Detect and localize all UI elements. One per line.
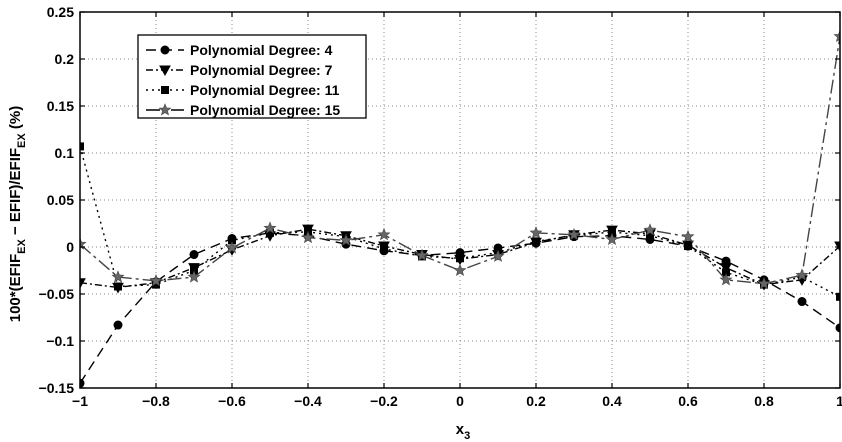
x-axis-label-sub: 3 <box>464 430 470 442</box>
legend-marker <box>159 65 171 77</box>
data-point <box>80 378 85 388</box>
y-axis-label-part-3: (%) <box>7 106 24 134</box>
x-tick-label: −0.6 <box>218 393 246 409</box>
data-point <box>605 232 619 245</box>
y-axis-label-sub-2: EX <box>16 133 28 148</box>
data-point <box>189 250 199 260</box>
data-point <box>225 241 239 254</box>
legend-label: Polynomial Degree: 15 <box>190 102 340 118</box>
data-point <box>567 227 581 241</box>
y-axis-label: 100*(EFIFEX − EFIF)/EFIFEX (%) <box>7 106 28 323</box>
legend-marker <box>160 45 170 55</box>
data-point <box>113 320 123 330</box>
x-tick-label: 0 <box>456 393 464 409</box>
legend-marker <box>158 103 172 116</box>
y-tick-label: −0.1 <box>46 333 74 349</box>
ticks <box>79 11 841 389</box>
y-axis-label-sub-1: EX <box>16 239 28 254</box>
x-tick-label: −0.8 <box>142 393 170 409</box>
y-axis-label-part-2: − EFIF)/EFIF <box>7 148 24 239</box>
data-point <box>149 274 163 287</box>
data-point <box>833 29 840 42</box>
data-point <box>684 242 692 251</box>
data-point <box>187 270 201 283</box>
data-point <box>80 278 86 289</box>
data-point <box>643 223 657 236</box>
y-tick-label: 0.25 <box>47 4 74 20</box>
x-axis-label: x3 <box>456 421 470 442</box>
x-tick-label: −0.4 <box>294 393 322 409</box>
data-point <box>720 263 732 274</box>
data-point <box>415 248 429 261</box>
data-point <box>491 249 505 262</box>
data-point <box>757 276 771 290</box>
data-point <box>836 292 840 301</box>
y-tick-labels: −0.15 −0.1 −0.05 0 0.05 0.1 0.15 0.2 0.25 <box>39 4 75 396</box>
x-tick-label: 0.2 <box>526 393 546 409</box>
legend-label: Polynomial Degree: 7 <box>190 62 333 78</box>
x-tick-label: 1 <box>836 393 842 409</box>
series-4 <box>80 29 840 290</box>
legend-box <box>137 34 367 119</box>
grid <box>80 12 840 388</box>
data-point <box>795 268 809 281</box>
y-tick-label: 0.05 <box>47 192 74 208</box>
data-point <box>80 142 84 151</box>
data-point <box>301 230 315 244</box>
data-point <box>797 297 807 307</box>
data-point <box>456 254 464 263</box>
legend: Polynomial Degree: 4 Polynomial Degree: 7… <box>137 34 367 119</box>
series-line <box>80 36 840 285</box>
x-tick-label: −1 <box>72 393 88 409</box>
x-tick-labels: −1 −0.8 −0.6 −0.4 −0.2 0 0.2 0.4 0.6 0.8 1 <box>72 393 842 409</box>
y-tick-label: 0.2 <box>55 51 75 67</box>
y-tick-label: −0.15 <box>39 380 75 396</box>
series-1 <box>80 228 840 388</box>
data-point <box>80 237 87 250</box>
series-layer <box>80 29 840 388</box>
legend-entry: Polynomial Degree: 4 <box>146 42 333 58</box>
data-point <box>532 237 540 246</box>
data-point <box>339 233 353 246</box>
y-tick-label: −0.05 <box>39 286 75 302</box>
y-tick-label: 0.1 <box>55 145 75 161</box>
x-tick-label: −0.2 <box>370 393 398 409</box>
x-tick-label: 0.6 <box>678 393 698 409</box>
legend-marker <box>161 86 169 94</box>
legend-entry: Polynomial Degree: 15 <box>146 102 340 118</box>
data-point <box>529 226 543 239</box>
data-point <box>380 244 388 253</box>
data-point <box>114 282 122 291</box>
data-point <box>263 221 277 234</box>
y-tick-label: 0 <box>66 239 74 255</box>
data-point <box>453 263 467 277</box>
x-tick-label: 0.8 <box>754 393 774 409</box>
data-point <box>719 273 733 286</box>
legend-entry: Polynomial Degree: 7 <box>146 62 333 78</box>
data-point <box>835 323 840 333</box>
legend-entry: Polynomial Degree: 11 <box>146 82 340 98</box>
data-point <box>111 270 125 283</box>
data-point <box>377 227 391 241</box>
legend-label: Polynomial Degree: 4 <box>190 42 333 58</box>
x-axis-label-main: x <box>456 421 465 438</box>
data-point <box>681 229 695 243</box>
x-tick-label: 0.4 <box>602 393 622 409</box>
y-tick-label: 0.15 <box>47 98 74 114</box>
legend-label: Polynomial Degree: 11 <box>190 82 340 98</box>
y-axis-label-part-1: 100*(EFIF <box>7 254 24 322</box>
